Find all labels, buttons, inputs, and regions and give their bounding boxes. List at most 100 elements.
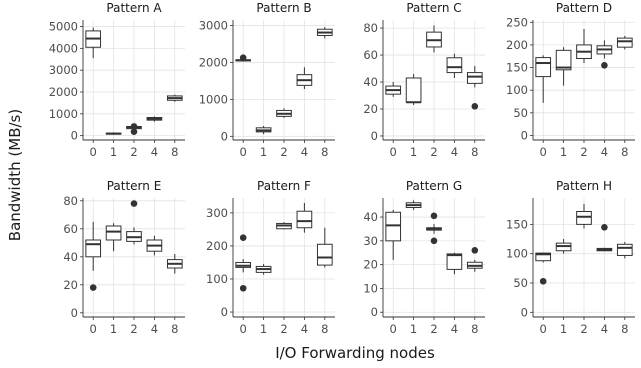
x-tick-label: 1 (410, 145, 417, 159)
y-tick-label: 50 (513, 106, 528, 120)
y-tick-label: 200 (206, 239, 228, 253)
x-tick-label: 8 (621, 322, 628, 336)
x-tick-label: 4 (301, 145, 308, 159)
panel-title: Pattern B (256, 1, 311, 15)
x-tick-label: 2 (430, 145, 437, 159)
y-tick-label: 100 (506, 83, 528, 97)
x-tick-label: 0 (540, 145, 547, 159)
x-tick-label: 4 (301, 322, 308, 336)
y-tick-label: 100 (206, 272, 228, 286)
outlier-point (430, 212, 438, 220)
x-tick-label: 1 (410, 322, 417, 336)
panel-title: Pattern H (556, 179, 612, 193)
x-tick-label: 8 (171, 145, 178, 159)
y-tick-label: 10 (363, 281, 378, 295)
y-tick-label: 40 (363, 210, 378, 224)
box (446, 57, 463, 74)
panel-title: Pattern F (257, 179, 311, 193)
x-tick-label: 4 (151, 145, 158, 159)
outlier-point (601, 224, 608, 231)
y-tick-label: 0 (221, 305, 228, 319)
y-tick-label: 30 (363, 234, 378, 248)
x-tick-label: 8 (321, 145, 328, 159)
y-tick-label: 100 (506, 247, 528, 261)
outlier-point (471, 247, 479, 254)
outlier-point (430, 237, 438, 245)
panel-title: Pattern E (107, 179, 162, 193)
y-tick-label: 5000 (49, 20, 78, 34)
x-tick-label: 0 (540, 322, 547, 336)
x-tick-label: 8 (321, 322, 328, 336)
y-tick-label: 1000 (199, 92, 228, 106)
x-tick-label: 2 (280, 322, 287, 336)
outlier-point (130, 123, 138, 130)
outlier-point (601, 61, 608, 69)
y-tick-label: 0 (371, 129, 378, 143)
y-tick-label: 40 (363, 75, 378, 89)
x-tick-label: 0 (240, 145, 247, 159)
x-tick-label: 4 (451, 322, 458, 336)
y-tick-label: 50 (513, 276, 528, 290)
x-tick-label: 2 (130, 145, 137, 159)
box (105, 225, 122, 241)
y-tick-label: 2000 (49, 85, 78, 99)
outlier-point (239, 234, 247, 241)
x-tick-label: 8 (471, 145, 478, 159)
panel-title: Pattern A (106, 1, 162, 15)
box (466, 72, 483, 84)
panel-title: Pattern G (406, 179, 462, 193)
box (535, 57, 552, 78)
y-tick-label: 0 (521, 128, 528, 142)
y-tick-label: 80 (363, 21, 378, 35)
outlier-point (239, 284, 247, 292)
y-tick-label: 0 (71, 306, 78, 320)
x-tick-label: 0 (240, 322, 247, 336)
panel-title: Pattern C (406, 1, 461, 15)
x-tick-label: 2 (430, 322, 437, 336)
x-tick-label: 0 (390, 145, 397, 159)
outlier-point (130, 128, 138, 136)
y-tick-label: 3000 (199, 19, 228, 33)
y-tick-label: 20 (63, 278, 78, 292)
box (535, 252, 552, 262)
x-tick-label: 4 (601, 322, 608, 336)
x-tick-label: 8 (471, 322, 478, 336)
y-tick-label: 0 (71, 129, 78, 143)
x-tick-label: 4 (151, 322, 158, 336)
y-tick-label: 20 (363, 258, 378, 272)
box (446, 253, 463, 270)
x-tick-label: 1 (260, 145, 267, 159)
outlier-point (539, 277, 547, 285)
y-tick-label: 40 (63, 250, 78, 264)
x-axis-label: I/O Forwarding nodes (275, 344, 435, 362)
box (385, 211, 402, 242)
y-tick-label: 250 (506, 15, 528, 29)
x-tick-label: 1 (110, 145, 117, 159)
x-tick-label: 1 (260, 322, 267, 336)
x-tick-label: 4 (601, 145, 608, 159)
x-tick-label: 1 (560, 145, 567, 159)
x-tick-label: 1 (110, 322, 117, 336)
y-tick-label: 80 (63, 194, 78, 208)
x-tick-label: 0 (90, 322, 97, 336)
y-tick-label: 1000 (49, 107, 78, 121)
x-tick-label: 2 (280, 145, 287, 159)
y-tick-label: 0 (521, 305, 528, 319)
box (316, 243, 333, 266)
y-tick-label: 200 (506, 38, 528, 52)
outlier-point (471, 102, 479, 110)
outlier-point (130, 200, 138, 207)
x-tick-label: 2 (130, 322, 137, 336)
x-tick-label: 2 (580, 322, 587, 336)
box (296, 210, 313, 229)
x-tick-label: 0 (90, 145, 97, 159)
y-tick-label: 4000 (49, 41, 78, 55)
x-tick-label: 0 (390, 322, 397, 336)
